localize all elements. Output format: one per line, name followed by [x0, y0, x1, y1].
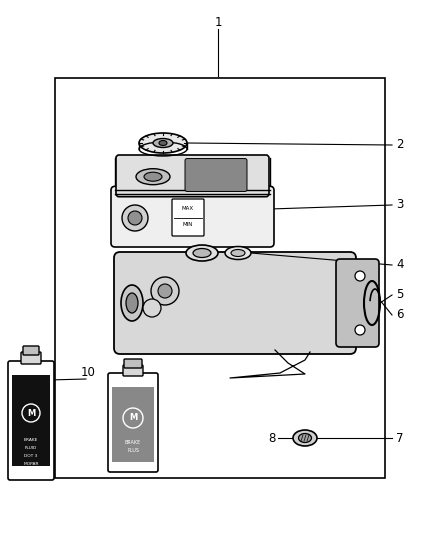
Text: DOT 3: DOT 3	[25, 454, 38, 458]
Text: 6: 6	[396, 309, 404, 321]
Circle shape	[128, 211, 142, 225]
Circle shape	[355, 271, 365, 281]
FancyBboxPatch shape	[21, 352, 41, 364]
FancyBboxPatch shape	[123, 365, 143, 376]
Text: M: M	[27, 408, 35, 417]
Ellipse shape	[225, 246, 251, 260]
Ellipse shape	[121, 285, 143, 321]
Text: 4: 4	[396, 259, 404, 271]
Text: 10: 10	[81, 367, 95, 379]
FancyBboxPatch shape	[124, 359, 142, 368]
Text: PLUS: PLUS	[127, 448, 139, 453]
Circle shape	[122, 205, 148, 231]
Ellipse shape	[139, 133, 187, 153]
Text: BRAKE: BRAKE	[125, 440, 141, 445]
Text: BRAKE: BRAKE	[24, 438, 38, 442]
FancyBboxPatch shape	[8, 361, 54, 480]
Text: 8: 8	[268, 432, 276, 445]
FancyBboxPatch shape	[114, 252, 356, 354]
FancyBboxPatch shape	[112, 387, 154, 462]
Text: 2: 2	[396, 139, 404, 151]
FancyBboxPatch shape	[23, 346, 39, 355]
Text: MAX: MAX	[182, 206, 194, 211]
Ellipse shape	[293, 430, 317, 446]
Text: 3: 3	[396, 198, 404, 212]
Circle shape	[355, 325, 365, 335]
Text: 5: 5	[396, 288, 404, 302]
Ellipse shape	[193, 248, 211, 257]
FancyBboxPatch shape	[116, 155, 269, 197]
Ellipse shape	[159, 141, 167, 146]
FancyBboxPatch shape	[185, 158, 247, 191]
Circle shape	[151, 277, 179, 305]
Text: FLUID: FLUID	[25, 446, 37, 450]
Circle shape	[143, 299, 161, 317]
Ellipse shape	[299, 433, 311, 442]
Ellipse shape	[136, 169, 170, 185]
Text: MIN: MIN	[183, 222, 193, 228]
FancyBboxPatch shape	[111, 187, 274, 247]
Ellipse shape	[126, 293, 138, 313]
Ellipse shape	[186, 245, 218, 261]
Circle shape	[158, 284, 172, 298]
Text: 7: 7	[396, 432, 404, 445]
FancyBboxPatch shape	[108, 373, 158, 472]
Text: 1: 1	[214, 17, 222, 29]
Ellipse shape	[153, 139, 173, 148]
FancyBboxPatch shape	[55, 78, 385, 478]
FancyBboxPatch shape	[172, 199, 204, 236]
FancyBboxPatch shape	[12, 375, 50, 466]
Ellipse shape	[144, 172, 162, 181]
Ellipse shape	[231, 249, 245, 256]
Text: M: M	[129, 414, 137, 423]
Text: MOPAR: MOPAR	[23, 462, 39, 466]
FancyBboxPatch shape	[336, 259, 379, 347]
